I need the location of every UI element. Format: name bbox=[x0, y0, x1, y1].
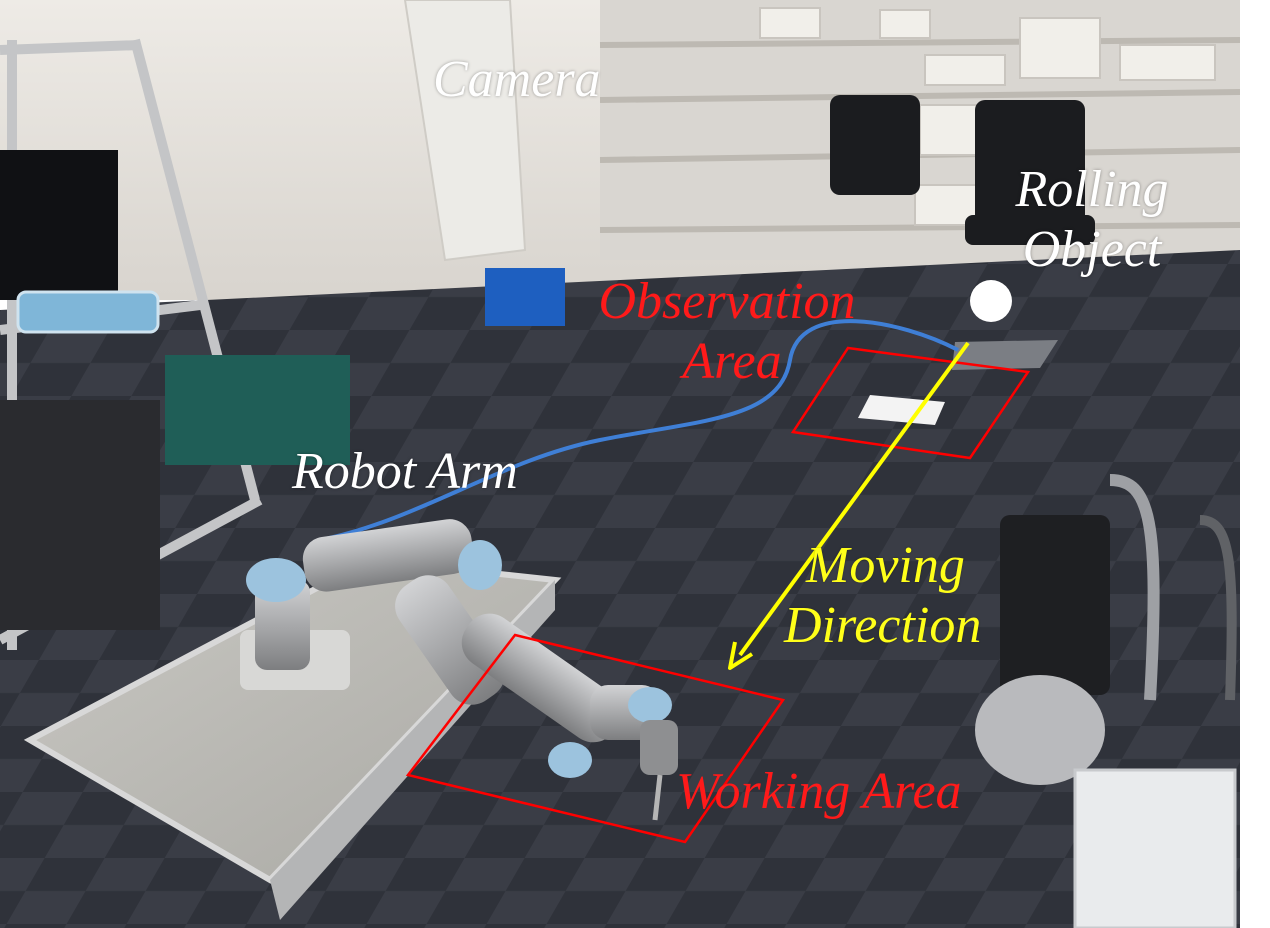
blue-cable bbox=[319, 319, 959, 542]
electronics-rack bbox=[0, 400, 160, 630]
observation-area-label: Observation Area bbox=[582, 272, 872, 392]
rolling-object-label: Rolling Object bbox=[1002, 160, 1182, 280]
camera-label: Camera bbox=[433, 51, 601, 108]
lab-photo-scene bbox=[0, 0, 1240, 928]
rolling-object-ball bbox=[970, 280, 1012, 322]
green-toolbox bbox=[165, 355, 350, 465]
moving-direction-arrow bbox=[728, 341, 970, 670]
moving-direction-label-line2: Direction bbox=[784, 596, 982, 654]
teach-pendant bbox=[16, 290, 160, 334]
working-area-outline bbox=[405, 633, 786, 844]
rolling-object-label-line2: Object bbox=[1022, 220, 1162, 278]
rolling-object-label-line1: Rolling bbox=[1015, 161, 1169, 218]
office-chairs bbox=[830, 95, 1095, 245]
robot-arm-label: Robot Arm bbox=[292, 443, 518, 500]
clear-bin bbox=[1073, 768, 1237, 928]
blue-toolbox bbox=[485, 268, 565, 326]
moving-direction-label: Moving Direction bbox=[784, 536, 1014, 656]
laptop bbox=[952, 340, 1058, 370]
partition-panel bbox=[403, 0, 527, 262]
robot-arm bbox=[240, 519, 678, 821]
air-compressor bbox=[975, 474, 1237, 785]
monitor bbox=[0, 150, 118, 300]
observation-area-outline bbox=[790, 346, 1031, 460]
observation-area-label-line1: Observation bbox=[598, 273, 856, 330]
observation-area-label-line2: Area bbox=[682, 332, 782, 390]
lab-photo-drawing bbox=[0, 0, 1240, 928]
working-area-label: Working Area bbox=[676, 763, 962, 820]
moving-direction-label-line1: Moving bbox=[806, 537, 965, 594]
